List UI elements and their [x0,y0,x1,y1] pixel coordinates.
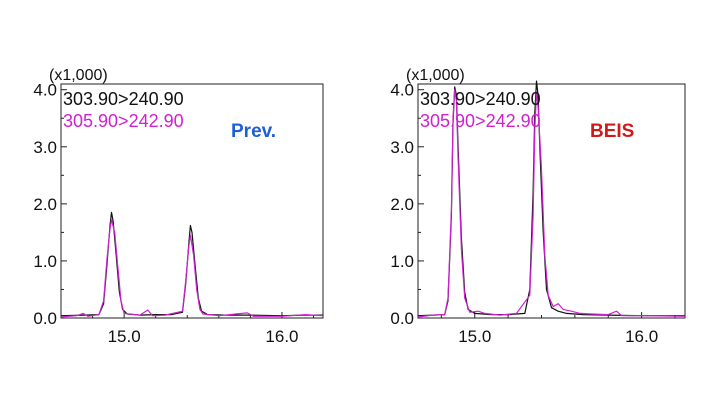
series-line-1 [60,211,323,317]
legend-entry-2: 305.90>242.90 [63,111,184,131]
series-line-2 [60,219,324,318]
x-tick-label: 16.0 [625,327,658,346]
y-tick-label: 4.0 [33,81,57,100]
series-line-2 [417,89,686,318]
plot-frame [417,83,686,319]
chart-prev: 0.0 1.0 2.0 3.0 4.0 15.0 16.0 (x1,000) 303.90>24… [33,67,324,346]
chart-annotation: BEIS [590,121,634,142]
y-tick-label: 0.0 [390,309,414,328]
chart-beis: 0.0 1.0 2.0 3.0 4.0 15.0 16.0 (x1,000) 303.90>24… [390,67,686,346]
y-tick-label: 1.0 [33,252,57,271]
y-multiplier-label: (x1,000) [406,67,465,84]
y-tick-label: 2.0 [390,195,414,214]
legend-entry-1: 303.90>240.90 [63,89,184,109]
y-tick-label: 1.0 [390,252,414,271]
x-tick-label: 15.0 [458,327,491,346]
y-tick-label: 0.0 [33,309,57,328]
x-tick-label: 15.0 [108,327,141,346]
y-tick-label: 4.0 [390,81,414,100]
y-multiplier-label: (x1,000) [49,67,108,84]
y-tick-label: 3.0 [390,138,414,157]
y-tick-label: 3.0 [33,138,57,157]
plot-frame [60,83,324,319]
legend-entry-1: 303.90>240.90 [420,89,541,109]
chart-annotation: Prev. [231,121,276,142]
y-tick-label: 2.0 [33,195,57,214]
x-tick-label: 16.0 [265,327,298,346]
legend-entry-2: 305.90>242.90 [420,111,541,131]
